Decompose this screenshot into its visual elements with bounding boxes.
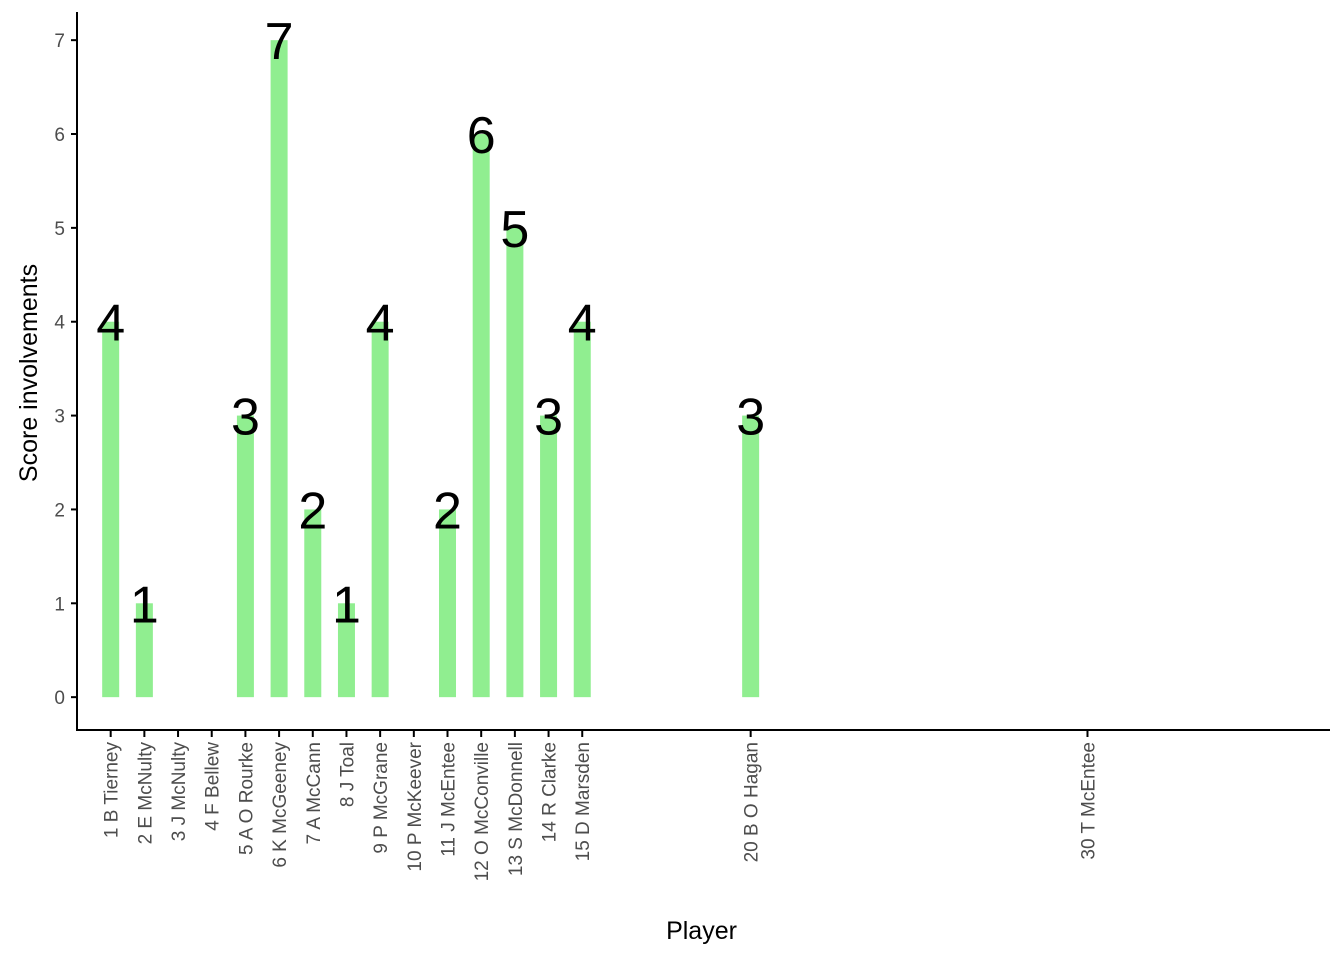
x-tick-label: 6 K McGeeney [270,742,291,868]
x-tick-label: 20 B O Hagan [742,742,763,862]
x-tick-label: 30 T McEntee [1078,742,1099,860]
bar [102,321,120,698]
x-tick-label: 12 O McConville [472,742,493,881]
x-axis-ticks: 1 B Tierney 2 E McNulty 3 J McNulty 4 F Bel… [102,730,1099,881]
bar [472,134,490,698]
y-tick-label: 5 [54,219,65,240]
x-tick-label: 9 P McGrane [371,742,392,854]
bar [439,509,457,698]
bars-layer [102,40,760,698]
y-tick-label: 0 [54,688,65,709]
bar [573,321,591,698]
data-label: 2 [433,482,462,540]
x-tick-label: 4 F Bellew [203,742,224,831]
y-tick-label: 6 [54,125,65,146]
y-axis-ticks: 0 1 2 3 4 5 6 7 [54,31,77,709]
y-tick-label: 7 [54,31,65,52]
data-label: 4 [96,295,125,353]
bar [135,603,153,698]
x-tick-label: 11 J McEntee [439,742,460,857]
bar [371,321,389,698]
data-label: 6 [467,107,496,165]
x-tick-label: 3 J McNulty [169,742,190,842]
x-tick-label: 2 E McNulty [135,742,156,845]
data-label: 3 [534,389,563,447]
data-label: 1 [332,576,361,634]
x-tick-label: 7 A McCann [304,742,325,844]
y-tick-label: 4 [54,313,65,334]
bar [236,415,254,698]
data-label: 3 [736,389,765,447]
y-tick-label: 1 [54,594,65,615]
y-axis-title: Score involvements [15,264,43,482]
x-tick-label: 14 R Clarke [540,742,561,842]
x-tick-label: 10 P McKeever [405,741,426,871]
y-tick-label: 2 [54,500,65,521]
bar [540,415,558,698]
data-label: 4 [568,295,597,353]
data-label: 4 [366,295,395,353]
x-axis-title: Player [666,917,737,945]
bar [270,40,288,698]
x-tick-label: 13 S McDonnell [506,742,527,876]
data-label: 2 [298,482,327,540]
y-tick-label: 3 [54,407,65,428]
x-tick-label: 5 A O Rourke [236,742,257,855]
data-label: 7 [265,13,294,71]
x-tick-label: 1 B Tierney [102,742,123,839]
x-tick-label: 8 J Toal [337,742,358,807]
x-tick-label: 15 D Marsden [573,742,594,861]
bar [304,509,322,698]
data-label: 1 [130,576,159,634]
data-label: 3 [231,389,260,447]
bar [506,227,524,698]
bar [337,603,355,698]
bar [742,415,760,698]
data-label: 5 [500,201,529,259]
